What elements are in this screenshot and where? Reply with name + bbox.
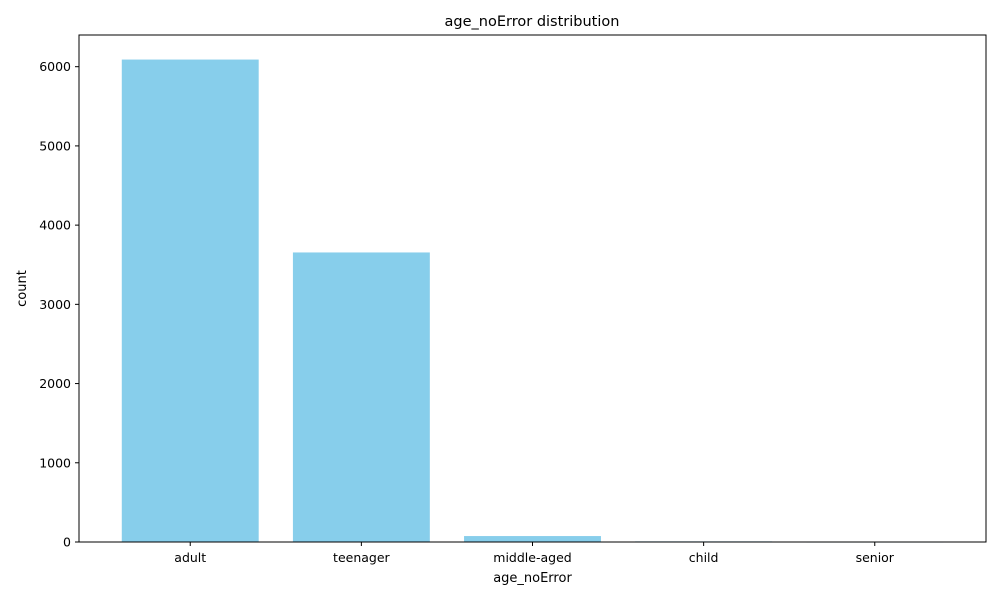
x-tick-label: child [689, 550, 719, 565]
y-tick-label: 5000 [39, 138, 71, 153]
x-tick-label: adult [174, 550, 206, 565]
bar-teenager [292, 252, 430, 542]
x-axis-label: age_noError [493, 571, 572, 586]
y-tick-label: 4000 [39, 218, 71, 233]
x-tick-label: teenager [333, 550, 390, 565]
y-tick-label: 6000 [39, 59, 71, 74]
y-tick-label: 3000 [39, 297, 71, 312]
x-tick-label: middle-aged [493, 550, 571, 565]
x-axis: adult teenager middle-aged child senior [174, 542, 895, 565]
bar-adult [121, 59, 259, 543]
y-axis: 0 1000 2000 3000 4000 5000 6000 [39, 59, 79, 550]
y-tick-label: 1000 [39, 455, 71, 470]
bar-middle-aged [464, 536, 601, 542]
x-tick-label: senior [856, 550, 895, 565]
bars-group [121, 59, 944, 543]
y-axis-label: count [15, 270, 30, 307]
plot-area-frame [78, 34, 987, 543]
y-tick-label: 0 [63, 535, 71, 550]
y-tick-label: 2000 [39, 376, 71, 391]
chart-title: age_noError distribution [445, 14, 620, 30]
